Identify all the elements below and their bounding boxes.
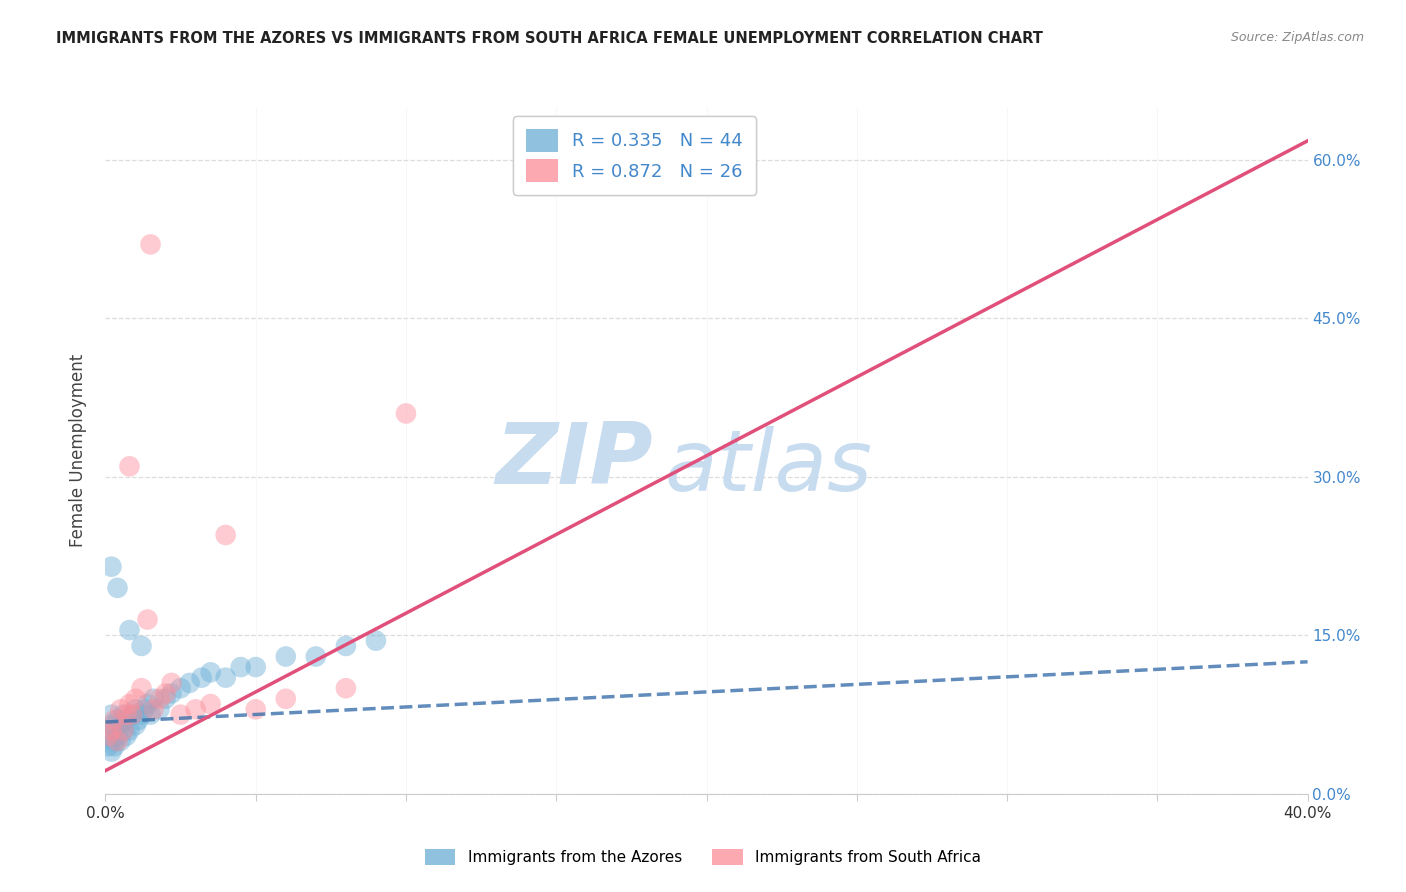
Point [274, 691, 297, 706]
Point [139, 237, 162, 252]
Point [142, 691, 165, 706]
Point [131, 639, 153, 653]
Point [131, 681, 153, 696]
Legend: R = 0.335   N = 44, R = 0.872   N = 26: R = 0.335 N = 44, R = 0.872 N = 26 [513, 116, 756, 195]
Point [214, 671, 236, 685]
Point [112, 723, 135, 738]
Point [335, 639, 357, 653]
Text: IMMIGRANTS FROM THE AZORES VS IMMIGRANTS FROM SOUTH AFRICA FEMALE UNEMPLOYMENT C: IMMIGRANTS FROM THE AZORES VS IMMIGRANTS… [56, 31, 1043, 46]
Point [134, 702, 156, 716]
Point [107, 729, 129, 743]
Text: atlas: atlas [665, 426, 873, 509]
Point [200, 665, 222, 680]
Y-axis label: Female Unemployment: Female Unemployment [69, 354, 87, 547]
Point [118, 623, 141, 637]
Point [124, 691, 146, 706]
Point [148, 702, 170, 716]
Point [131, 707, 153, 722]
Point [97, 739, 120, 754]
Point [136, 613, 159, 627]
Point [155, 686, 177, 700]
Point [112, 723, 135, 738]
Point [100, 559, 122, 574]
Point [107, 581, 129, 595]
Point [136, 697, 159, 711]
Legend: Immigrants from the Azores, Immigrants from South Africa: Immigrants from the Azores, Immigrants f… [419, 843, 987, 871]
Point [112, 707, 135, 722]
Point [100, 718, 122, 732]
Point [100, 723, 122, 738]
Point [103, 713, 125, 727]
Point [229, 660, 252, 674]
Point [110, 734, 132, 748]
Point [97, 729, 120, 743]
Point [110, 702, 132, 716]
Point [179, 676, 201, 690]
Point [115, 713, 138, 727]
Point [200, 697, 222, 711]
Point [160, 686, 183, 700]
Point [184, 702, 207, 716]
Point [115, 729, 138, 743]
Point [124, 702, 146, 716]
Point [100, 707, 122, 722]
Point [364, 633, 387, 648]
Point [103, 739, 125, 754]
Point [169, 681, 191, 696]
Point [274, 649, 297, 664]
Point [115, 707, 138, 722]
Point [97, 729, 120, 743]
Point [305, 649, 328, 664]
Point [190, 671, 212, 685]
Point [121, 707, 143, 722]
Point [142, 702, 165, 716]
Text: Source: ZipAtlas.com: Source: ZipAtlas.com [1230, 31, 1364, 45]
Point [121, 707, 143, 722]
Text: ZIP: ZIP [495, 419, 652, 502]
Point [118, 723, 141, 738]
Point [103, 723, 125, 738]
Point [124, 718, 146, 732]
Point [169, 707, 191, 722]
Point [139, 707, 162, 722]
Point [160, 676, 183, 690]
Point [107, 734, 129, 748]
Point [155, 691, 177, 706]
Point [335, 681, 357, 696]
Point [395, 407, 418, 421]
Point [118, 697, 141, 711]
Point [103, 734, 125, 748]
Point [148, 691, 170, 706]
Point [107, 713, 129, 727]
Point [118, 459, 141, 474]
Point [100, 745, 122, 759]
Point [128, 713, 150, 727]
Point [245, 702, 267, 716]
Point [110, 718, 132, 732]
Point [214, 528, 236, 542]
Point [245, 660, 267, 674]
